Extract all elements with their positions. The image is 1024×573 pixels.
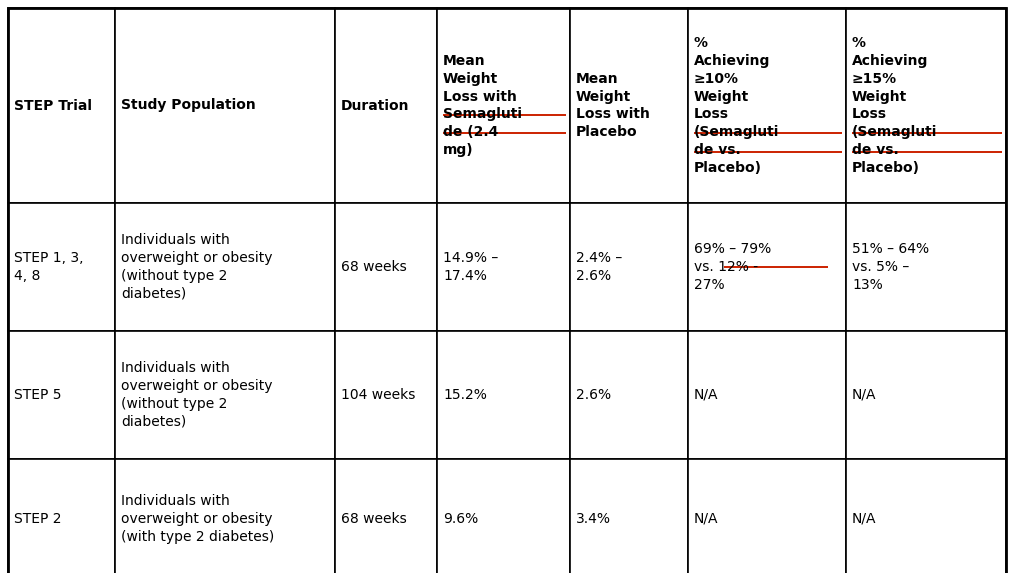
Text: N/A: N/A xyxy=(694,388,719,402)
Text: N/A: N/A xyxy=(694,512,719,526)
Text: Mean
Weight
Loss with
Placebo: Mean Weight Loss with Placebo xyxy=(575,72,650,139)
Text: Individuals with
overweight or obesity
(without type 2
diabetes): Individuals with overweight or obesity (… xyxy=(121,361,272,429)
Bar xyxy=(437,8,570,203)
Bar xyxy=(846,459,1006,573)
Bar xyxy=(437,331,570,459)
Bar xyxy=(115,331,335,459)
Bar xyxy=(437,459,570,573)
Bar xyxy=(570,203,688,331)
Bar xyxy=(688,331,846,459)
Text: %
Achieving
≥15%
Weight
Loss
(Semagluti
de vs.
Placebo): % Achieving ≥15% Weight Loss (Semagluti … xyxy=(852,36,937,175)
Text: 51% – 64%
vs. 5% –
13%: 51% – 64% vs. 5% – 13% xyxy=(852,242,929,292)
Text: 9.6%: 9.6% xyxy=(443,512,478,526)
Text: Individuals with
overweight or obesity
(without type 2
diabetes): Individuals with overweight or obesity (… xyxy=(121,233,272,301)
Text: 3.4%: 3.4% xyxy=(575,512,611,526)
Text: STEP Trial: STEP Trial xyxy=(14,99,92,112)
Bar xyxy=(8,331,115,459)
Bar xyxy=(846,331,1006,459)
Text: 104 weeks: 104 weeks xyxy=(341,388,416,402)
Bar xyxy=(437,203,570,331)
Text: 14.9% –
17.4%: 14.9% – 17.4% xyxy=(443,251,499,283)
Text: 2.4% –
2.6%: 2.4% – 2.6% xyxy=(575,251,623,283)
Bar xyxy=(688,8,846,203)
Text: %
Achieving
≥10%
Weight
Loss
(Semagluti
de vs.
Placebo): % Achieving ≥10% Weight Loss (Semagluti … xyxy=(694,36,779,175)
Text: 68 weeks: 68 weeks xyxy=(341,512,407,526)
Text: 2.6%: 2.6% xyxy=(575,388,611,402)
Bar xyxy=(8,203,115,331)
Text: 15.2%: 15.2% xyxy=(443,388,486,402)
Text: 68 weeks: 68 weeks xyxy=(341,260,407,274)
Text: N/A: N/A xyxy=(852,512,877,526)
Bar xyxy=(846,8,1006,203)
Bar xyxy=(846,203,1006,331)
Bar xyxy=(570,331,688,459)
Bar xyxy=(570,8,688,203)
Bar xyxy=(335,331,437,459)
Bar xyxy=(688,459,846,573)
Text: STEP 2: STEP 2 xyxy=(14,512,61,526)
Bar xyxy=(335,459,437,573)
Bar xyxy=(115,203,335,331)
Bar xyxy=(688,203,846,331)
Bar xyxy=(115,459,335,573)
Bar xyxy=(115,8,335,203)
Bar xyxy=(8,459,115,573)
Text: 69% – 79%
vs. 12% -
27%: 69% – 79% vs. 12% - 27% xyxy=(694,242,771,292)
Text: STEP 5: STEP 5 xyxy=(14,388,61,402)
Bar xyxy=(335,203,437,331)
Text: Study Population: Study Population xyxy=(121,99,256,112)
Text: STEP 1, 3,
4, 8: STEP 1, 3, 4, 8 xyxy=(14,251,84,283)
Text: Duration: Duration xyxy=(341,99,410,112)
Text: Individuals with
overweight or obesity
(with type 2 diabetes): Individuals with overweight or obesity (… xyxy=(121,494,274,544)
Bar xyxy=(335,8,437,203)
Bar xyxy=(8,8,115,203)
Bar xyxy=(570,459,688,573)
Text: Mean
Weight
Loss with
Semagluti
de (2.4
mg): Mean Weight Loss with Semagluti de (2.4 … xyxy=(443,54,522,157)
Text: N/A: N/A xyxy=(852,388,877,402)
